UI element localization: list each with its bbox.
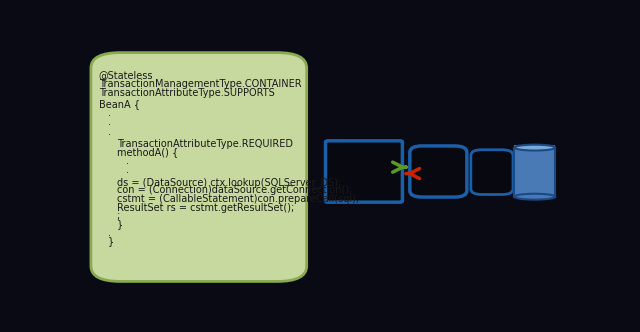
- Bar: [515, 145, 555, 148]
- Text: }: }: [108, 236, 114, 246]
- Text: .: .: [108, 228, 111, 238]
- Text: .: .: [108, 108, 111, 118]
- Bar: [515, 148, 555, 197]
- Text: .: .: [108, 126, 111, 136]
- Ellipse shape: [515, 194, 555, 200]
- Text: .: .: [125, 156, 129, 166]
- Text: ;: ;: [116, 211, 120, 221]
- Text: }: }: [116, 219, 123, 229]
- Text: ds = (DataSource) ctx.lookup(SQLServer_DS);: ds = (DataSource) ctx.lookup(SQLServer_D…: [116, 177, 341, 188]
- Text: TransactionManagementType.CONTAINER: TransactionManagementType.CONTAINER: [99, 79, 301, 89]
- Text: .: .: [125, 165, 129, 175]
- FancyBboxPatch shape: [91, 52, 307, 282]
- Ellipse shape: [515, 145, 555, 150]
- Text: ResultSet rs = cstmt.getResultSet();: ResultSet rs = cstmt.getResultSet();: [116, 203, 294, 213]
- Text: con = (Connection)dataSource.getConnection();: con = (Connection)dataSource.getConnecti…: [116, 185, 352, 195]
- FancyBboxPatch shape: [326, 141, 403, 202]
- Text: methodA() {: methodA() {: [116, 147, 178, 157]
- FancyBboxPatch shape: [471, 150, 513, 195]
- Text: cstmt = (CallableStatement)con.prepareCall(sql);: cstmt = (CallableStatement)con.prepareCa…: [116, 194, 359, 204]
- Text: @Stateless: @Stateless: [99, 70, 154, 81]
- Text: TransactionAttributeType.SUPPORTS: TransactionAttributeType.SUPPORTS: [99, 88, 275, 98]
- Text: .: .: [108, 117, 111, 127]
- Text: BeanA {: BeanA {: [99, 99, 140, 110]
- Text: TransactionAttributeType.REQUIRED: TransactionAttributeType.REQUIRED: [116, 138, 292, 148]
- FancyBboxPatch shape: [410, 146, 467, 197]
